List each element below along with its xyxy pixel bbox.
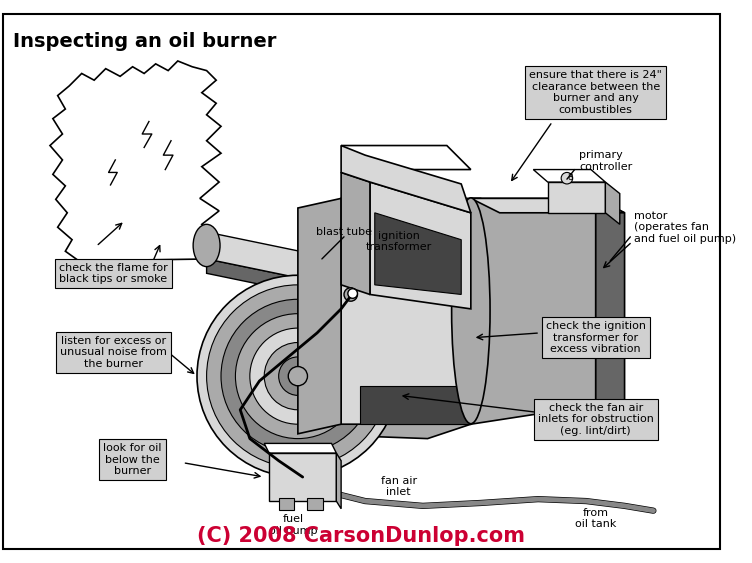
Polygon shape — [471, 198, 625, 213]
Circle shape — [344, 288, 357, 301]
Polygon shape — [336, 453, 341, 509]
Polygon shape — [547, 182, 605, 213]
Polygon shape — [370, 182, 471, 309]
Ellipse shape — [452, 198, 490, 424]
Ellipse shape — [193, 224, 220, 267]
Polygon shape — [341, 172, 370, 294]
Circle shape — [348, 289, 357, 298]
Bar — [279, 498, 294, 510]
Circle shape — [264, 342, 332, 410]
Polygon shape — [207, 232, 356, 290]
Text: check the fan air
inlets for obstruction
(eg. lint/dirt): check the fan air inlets for obstruction… — [538, 403, 653, 436]
Text: fan air
inlet: fan air inlet — [381, 476, 417, 498]
Text: blast tube: blast tube — [316, 227, 372, 237]
Polygon shape — [605, 182, 620, 224]
Text: check the flame for
black tips or smoke: check the flame for black tips or smoke — [59, 262, 168, 284]
Text: listen for excess or
unusual noise from
the burner: listen for excess or unusual noise from … — [60, 336, 167, 369]
Text: look for oil
below the
burner: look for oil below the burner — [103, 443, 162, 476]
Text: primary
controller: primary controller — [580, 150, 632, 172]
Polygon shape — [298, 198, 341, 434]
Polygon shape — [533, 169, 605, 182]
Polygon shape — [341, 232, 471, 424]
Text: ensure that there is 24"
clearance between the
burner and any
combustibles: ensure that there is 24" clearance betwe… — [529, 70, 663, 115]
Circle shape — [279, 357, 317, 395]
Circle shape — [250, 328, 346, 424]
Text: fuel
oil pump: fuel oil pump — [268, 514, 317, 536]
Polygon shape — [374, 213, 461, 294]
Polygon shape — [269, 453, 336, 501]
Polygon shape — [341, 198, 481, 266]
Text: (C) 2008 CarsonDunlop.com: (C) 2008 CarsonDunlop.com — [197, 526, 526, 546]
Circle shape — [235, 314, 360, 439]
Polygon shape — [341, 145, 471, 169]
Circle shape — [561, 172, 573, 184]
Polygon shape — [298, 424, 471, 439]
Polygon shape — [341, 145, 471, 213]
Polygon shape — [360, 386, 471, 424]
Text: Inspecting an oil burner: Inspecting an oil burner — [14, 32, 277, 51]
Circle shape — [197, 275, 399, 477]
Text: motor
(operates fan
and fuel oil pump): motor (operates fan and fuel oil pump) — [634, 211, 736, 244]
Circle shape — [207, 285, 390, 467]
Polygon shape — [596, 198, 625, 419]
Circle shape — [221, 300, 374, 453]
Polygon shape — [207, 259, 356, 304]
Text: 8: 8 — [567, 173, 572, 182]
Polygon shape — [471, 198, 596, 424]
Polygon shape — [50, 61, 221, 261]
Circle shape — [288, 367, 308, 386]
Bar — [308, 498, 323, 510]
Polygon shape — [264, 444, 336, 453]
Text: from
oil tank: from oil tank — [575, 508, 617, 529]
Text: check the ignition
transformer for
excess vibration: check the ignition transformer for exces… — [546, 321, 646, 354]
Text: ignition
transformer: ignition transformer — [365, 231, 432, 252]
